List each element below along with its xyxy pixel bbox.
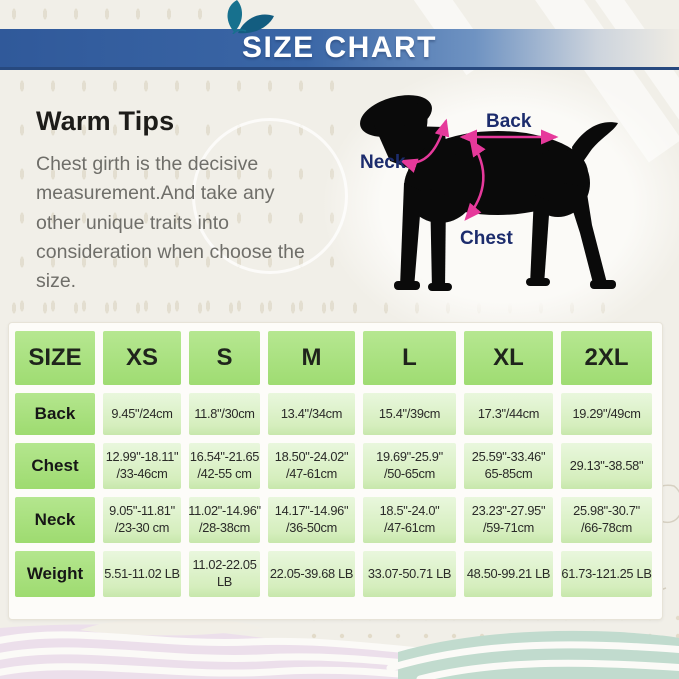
- table-cell: 9.45"/24cm: [103, 393, 181, 435]
- neck-label: Neck: [360, 152, 406, 173]
- table-cell: 9.05"-11.81" /23-30 cm: [103, 497, 181, 543]
- table-cell: 25.59"-33.46" 65-85cm: [464, 443, 553, 489]
- col-header-l: L: [363, 331, 456, 385]
- table-cell: 61.73-121.25 LB: [561, 551, 652, 597]
- table-cell: 25.98"-30.7" /66-78cm: [561, 497, 652, 543]
- table-cell: 11.02-22.05 LB: [189, 551, 260, 597]
- table-cell: 19.29"/49cm: [561, 393, 652, 435]
- size-table-card: SIZE XS S M L XL 2XL Back 9.45"/24cm 11.…: [8, 322, 663, 620]
- table-cell: 15.4"/39cm: [363, 393, 456, 435]
- warm-tips-text: Chest girth is the decisive measurement.…: [36, 153, 305, 292]
- page-title: SIZE CHART: [242, 31, 437, 64]
- table-cell: 14.17"-14.96" /36-50cm: [268, 497, 355, 543]
- row-label-chest: Chest: [15, 443, 95, 489]
- table-cell: 22.05-39.68 LB: [268, 551, 355, 597]
- table-cell: 48.50-99.21 LB: [464, 551, 553, 597]
- col-header-xs: XS: [103, 331, 181, 385]
- neck-measure-arrow: [399, 118, 450, 173]
- table-cell: 13.4"/34cm: [268, 393, 355, 435]
- chest-label: Chest: [460, 228, 513, 249]
- table-cell: 23.23"-27.95" /59-71cm: [464, 497, 553, 543]
- chest-measure-arrow: [464, 138, 486, 221]
- table-cell: 16.54"-21.65 /42-55 cm: [189, 443, 260, 489]
- col-header-xl: XL: [464, 331, 553, 385]
- bottom-wave-decor: [0, 612, 679, 679]
- table-cell: 5.51-11.02 LB: [103, 551, 181, 597]
- table-cell: 11.8"/30cm: [189, 393, 260, 435]
- col-header-size: SIZE: [15, 331, 95, 385]
- row-label-weight: Weight: [15, 551, 95, 597]
- col-header-m: M: [268, 331, 355, 385]
- row-label-neck: Neck: [15, 497, 95, 543]
- leaf-icon: [227, 0, 274, 34]
- table-cell: 33.07-50.71 LB: [363, 551, 456, 597]
- table-cell: 12.99"-18.11" /33-46cm: [103, 443, 181, 489]
- dog-measurement-diagram: [360, 95, 618, 291]
- circle-outline-decor: [192, 118, 348, 274]
- col-header-s: S: [189, 331, 260, 385]
- dash-pattern: [0, 0, 210, 30]
- warm-tips-heading: Warm Tips: [36, 106, 175, 136]
- title-banner: SIZE CHART: [0, 29, 679, 70]
- table-cell: 11.02"-14.96" /28-38cm: [188, 497, 261, 543]
- table-cell: 18.50"-24.02" /47-61cm: [268, 443, 355, 489]
- table-cell: 17.3"/44cm: [464, 393, 553, 435]
- back-label: Back: [486, 111, 532, 132]
- col-header-2xl: 2XL: [561, 331, 652, 385]
- row-label-back: Back: [15, 393, 95, 435]
- size-table: SIZE XS S M L XL 2XL Back 9.45"/24cm 11.…: [15, 331, 656, 597]
- table-cell: 18.5"-24.0" /47-61cm: [363, 497, 456, 543]
- table-cell: 29.13"-38.58": [561, 443, 652, 489]
- table-cell: 19.69"-25.9" /50-65cm: [363, 443, 456, 489]
